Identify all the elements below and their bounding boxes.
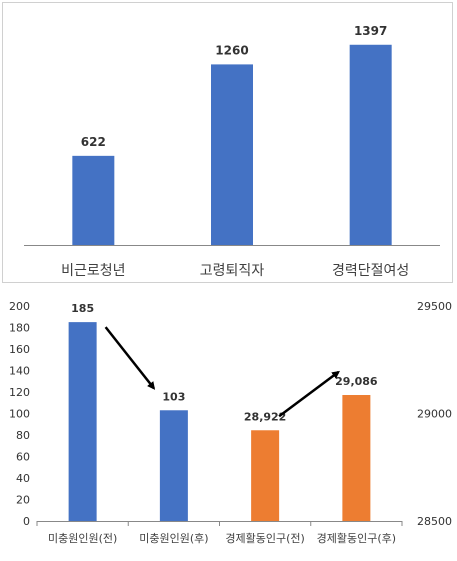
chart2-x-tick-label: 미충원인원(후) [139, 532, 208, 545]
chart2-bar [68, 322, 97, 521]
chart2-left-y-tick-label: 80 [16, 429, 30, 442]
chart1-data-label: 622 [81, 135, 106, 149]
chart2-data-label: 28,922 [244, 410, 286, 423]
chart2-arrow-down [104, 326, 156, 390]
chart2-left-y-tick-label: 120 [9, 386, 30, 399]
chart1-data-label: 1397 [354, 24, 387, 38]
chart1-x-tick-label: 비근로청년 [61, 263, 125, 279]
chart2-left-y-tick-label: 20 [16, 494, 30, 507]
chart1-data-label: 1260 [215, 43, 248, 57]
chart2-data-label: 185 [71, 302, 94, 315]
chart2-x-tick-label: 미충원인원(전) [48, 532, 117, 545]
chart2-arrow-up [278, 370, 340, 418]
chart1-bar [211, 64, 253, 246]
chart2-right-y-tick-label: 29000 [417, 408, 452, 421]
chart2-data-label: 29,086 [335, 375, 378, 388]
chart2-left-y-tick-label: 160 [9, 343, 30, 356]
chart2-left-y-tick-label: 180 [9, 322, 30, 335]
chart2-bar [342, 395, 371, 521]
chart2-right-y-tick-label: 28500 [417, 515, 452, 528]
chart1-x-tick-label: 고령퇴직자 [200, 263, 265, 279]
chart2-left-y-tick-label: 140 [9, 365, 30, 378]
chart1-x-tick-label: 경력단절여성 [332, 263, 409, 279]
chart2-bar [251, 430, 280, 521]
chart2-left-y-tick-label: 40 [16, 472, 30, 485]
chart2-right-y-tick-label: 29500 [417, 300, 452, 313]
chart1-bar [72, 155, 115, 245]
chart2-x-tick-label: 경제활동인구(전) [225, 531, 304, 545]
chart2-left-y-tick-label: 60 [16, 451, 30, 464]
chart2-left-y-tick-label: 100 [9, 408, 30, 421]
chart1-bar [349, 44, 392, 245]
chart2-x-tick-label: 경제활동인구(후) [317, 531, 396, 545]
chart2-left-y-tick-label: 200 [9, 300, 30, 313]
chart2-bar [159, 410, 188, 521]
chart2-left-y-tick-label: 0 [23, 515, 30, 528]
chart2-data-label: 103 [162, 390, 185, 403]
